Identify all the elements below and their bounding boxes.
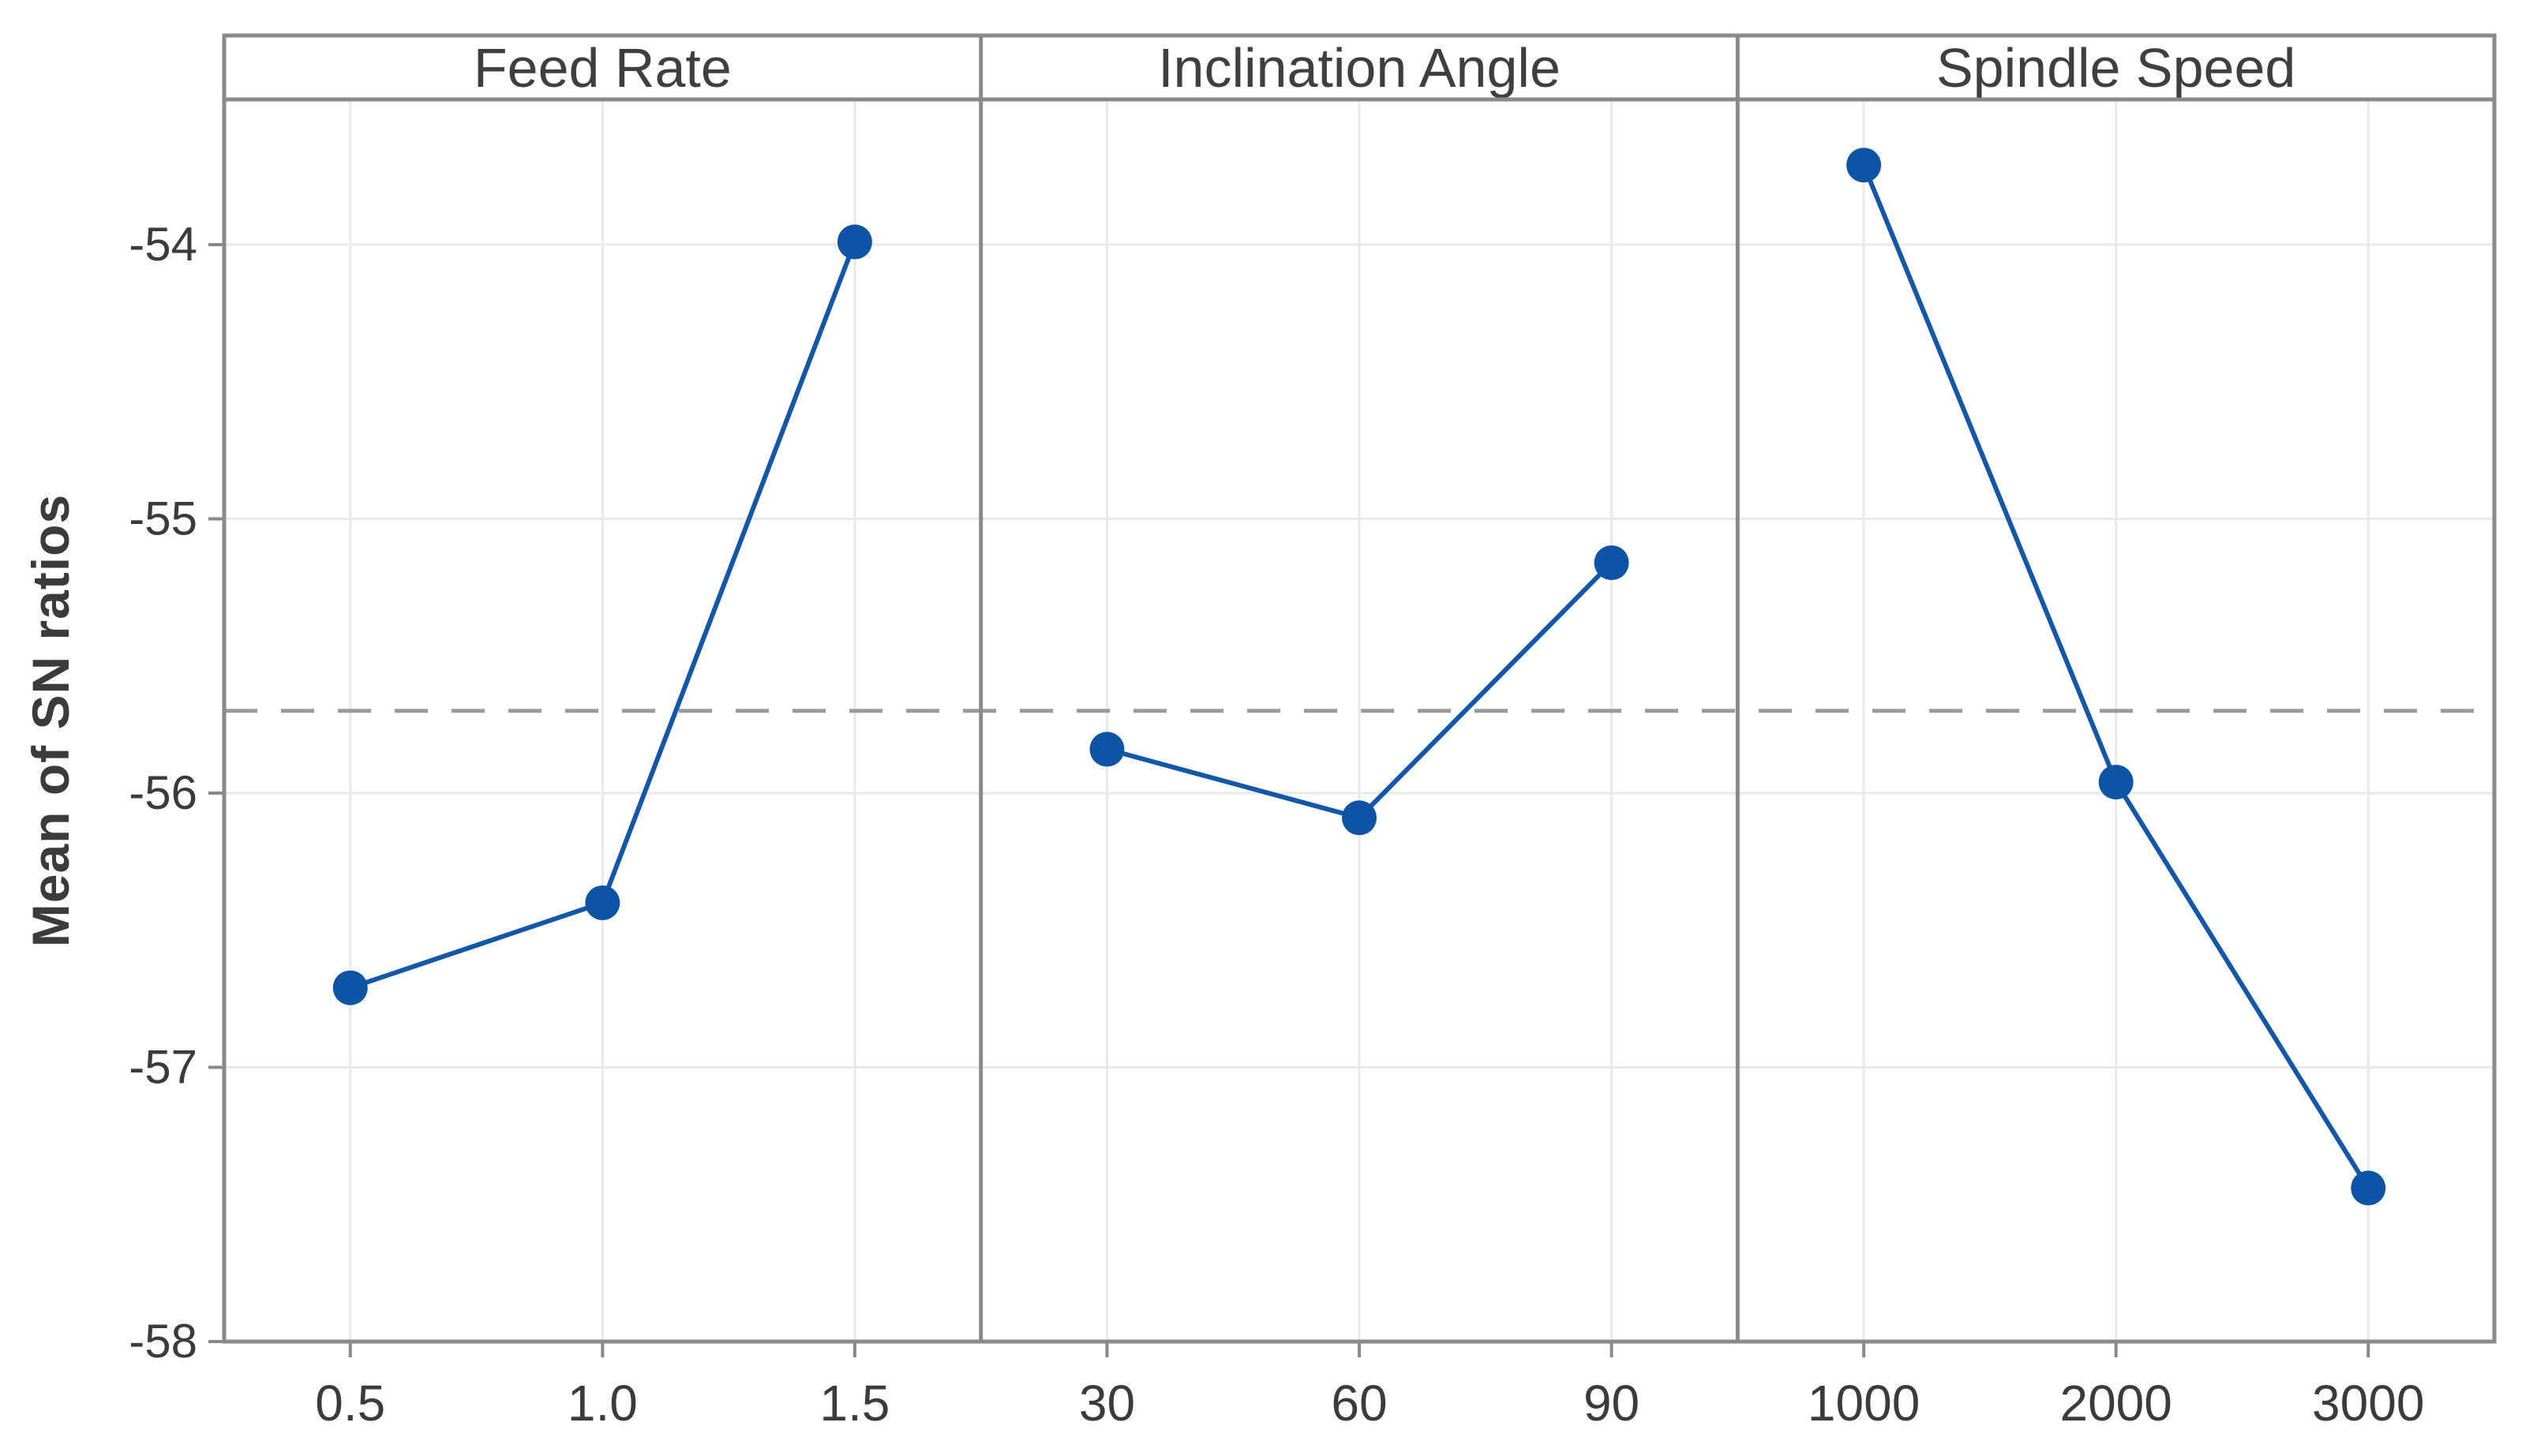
- data-point-marker: [2098, 765, 2134, 800]
- panel-title: Feed Rate: [474, 37, 732, 99]
- y-tick-label: -56: [129, 766, 197, 819]
- y-tick-label: -58: [129, 1315, 197, 1368]
- data-point-marker: [1342, 800, 1377, 836]
- data-point-marker: [585, 885, 620, 920]
- panel-title: Inclination Angle: [1158, 37, 1561, 99]
- x-tick-label: 3000: [2312, 1375, 2424, 1432]
- y-tick-label: -55: [129, 492, 197, 545]
- y-tick-label: -54: [129, 218, 197, 271]
- x-tick-label: 0.5: [315, 1375, 385, 1432]
- data-point-marker: [332, 970, 368, 1005]
- panel-title: Spindle Speed: [1936, 37, 2295, 99]
- x-tick-label: 60: [1331, 1375, 1387, 1432]
- data-point-marker: [1846, 148, 1882, 183]
- y-tick-label: -57: [129, 1041, 197, 1094]
- x-tick-label: 1000: [1808, 1375, 1920, 1432]
- plot-frame: [222, 33, 2497, 1344]
- data-point-marker: [2351, 1170, 2386, 1206]
- x-tick-label: 2000: [2059, 1375, 2172, 1432]
- x-tick-label: 1.0: [568, 1375, 638, 1432]
- data-point-marker: [1594, 545, 1629, 581]
- x-tick-label: 90: [1583, 1375, 1639, 1432]
- x-tick-label: 30: [1079, 1375, 1135, 1432]
- data-point-marker: [1089, 732, 1125, 767]
- data-point-marker: [837, 224, 872, 260]
- x-tick-label: 1.5: [819, 1375, 890, 1432]
